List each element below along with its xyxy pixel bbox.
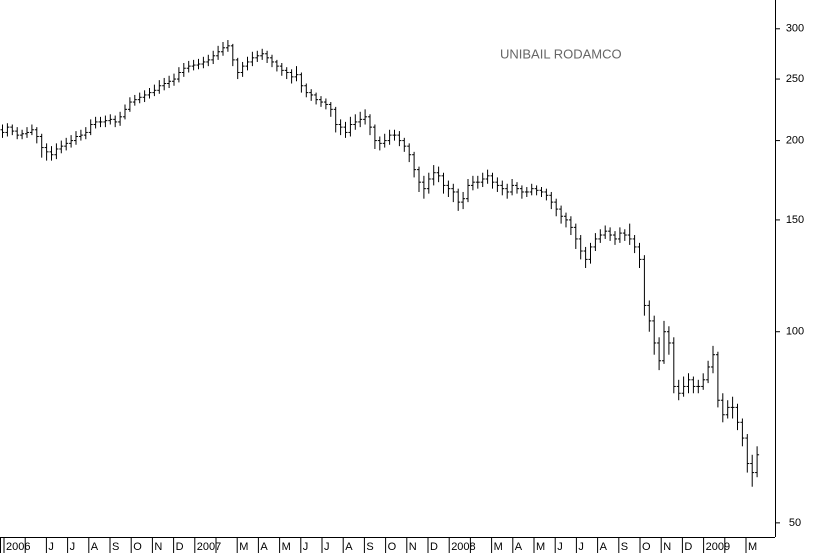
x-tick-label: M	[282, 541, 291, 553]
y-tick-label: 150	[786, 214, 804, 226]
x-tick-label: A	[515, 541, 523, 553]
x-tick-label: D	[176, 541, 184, 553]
x-tick-label: 2006	[6, 541, 30, 553]
x-tick-label: S	[366, 541, 373, 553]
x-tick-label: A	[260, 541, 268, 553]
x-tick-label: A	[91, 541, 99, 553]
x-tick-label: J	[70, 541, 76, 553]
x-tick-label: 2009	[706, 541, 730, 553]
y-tick-label: 50	[789, 517, 801, 529]
x-tick-label: N	[663, 541, 671, 553]
x-tick-label: 2008	[451, 541, 475, 553]
x-tick-label: N	[409, 541, 417, 553]
x-tick-label: N	[154, 541, 162, 553]
x-tick-label: M	[748, 541, 757, 553]
x-tick-label: J	[48, 541, 54, 553]
x-tick-label: D	[430, 541, 438, 553]
x-tick-label: M	[494, 541, 503, 553]
x-tick-label: A	[600, 541, 608, 553]
x-tick-label: J	[578, 541, 584, 553]
x-tick-label: O	[642, 541, 651, 553]
x-tick-label: S	[112, 541, 119, 553]
x-tick-label: M	[239, 541, 248, 553]
x-tick-label: J	[557, 541, 563, 553]
x-tick-label: J	[324, 541, 330, 553]
x-tick-label: J	[303, 541, 309, 553]
x-tick-label: S	[621, 541, 628, 553]
x-tick-label: O	[133, 541, 142, 553]
x-tick-label: 2007	[197, 541, 221, 553]
chart-title: UNIBAIL RODAMCO	[500, 46, 622, 61]
y-tick-label: 100	[786, 326, 804, 338]
y-tick-label: 200	[786, 134, 804, 146]
y-tick-label: 250	[786, 73, 804, 85]
x-tick-label: O	[388, 541, 397, 553]
x-tick-label: M	[536, 541, 545, 553]
x-tick-label: D	[684, 541, 692, 553]
y-tick-label: 300	[786, 23, 804, 35]
x-tick-label: A	[345, 541, 353, 553]
